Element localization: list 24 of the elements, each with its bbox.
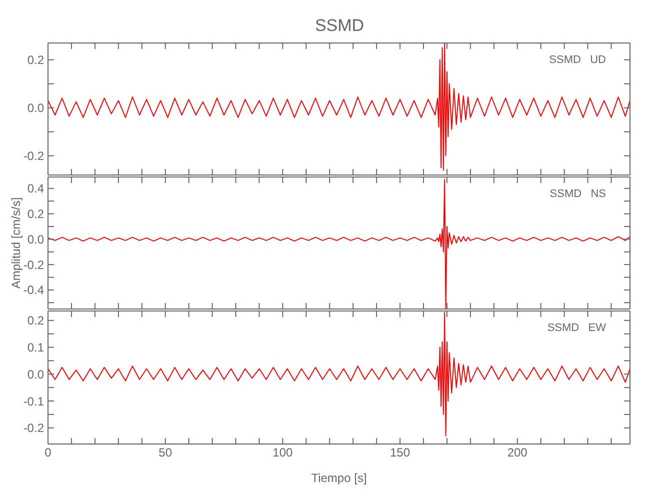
y-tick-label: 0.0 — [27, 232, 44, 246]
y-tick-label: -0.2 — [23, 421, 44, 436]
x-axis-title: Tiempo [s] — [311, 471, 367, 485]
x-tick-label: 150 — [390, 446, 410, 460]
y-tick-label: 0.0 — [27, 101, 44, 116]
annotation: SSMD EW — [547, 322, 606, 334]
y-tick-label: -0.1 — [23, 394, 44, 408]
y-tick-label: 0.2 — [27, 53, 44, 68]
y-tick-label: -0.2 — [23, 149, 44, 164]
annotation: SSMD NS — [550, 188, 606, 200]
annotation: SSMD UD — [549, 54, 606, 66]
y-tick-label: 0.1 — [27, 340, 44, 355]
y-axis-title: Amplitud [cm/s/s] — [9, 197, 23, 289]
chart-title: SSMD — [314, 16, 366, 36]
y-tick-label: 0.2 — [27, 207, 44, 222]
y-tick-label: -0.4 — [23, 283, 44, 298]
x-tick-label: 50 — [158, 446, 172, 460]
y-tick-label: 0.0 — [27, 367, 44, 382]
x-tick-label: 200 — [507, 446, 528, 460]
x-tick-label: 0 — [44, 446, 52, 460]
y-tick-label: 0.2 — [27, 314, 44, 328]
y-tick-label: -0.2 — [23, 258, 44, 272]
y-tick-label: 0.4 — [27, 182, 44, 196]
x-tick-label: 100 — [272, 446, 294, 460]
